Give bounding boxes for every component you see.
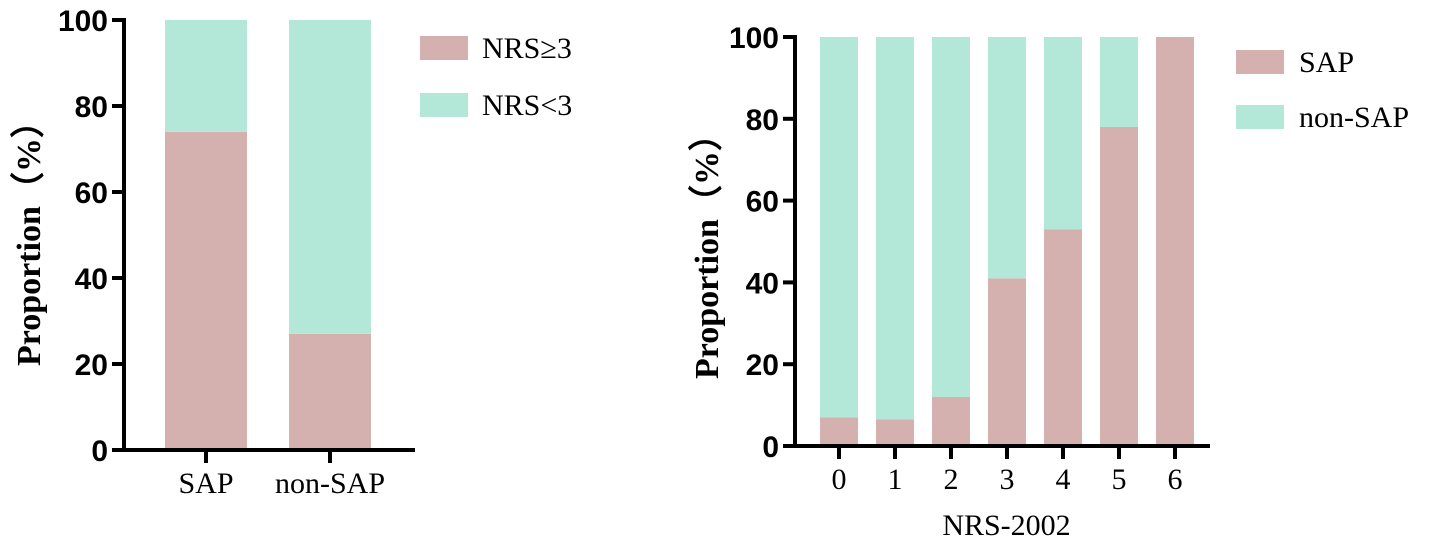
legend-label-left-0: NRS≥3 (482, 32, 572, 65)
x-axis-title-right: NRS-2002 (942, 509, 1070, 542)
bar-right-5-bottom (1100, 126, 1138, 446)
y-tick-label-right-20: 20 (746, 349, 779, 382)
bar-right-4-top (1044, 37, 1082, 230)
bar-right-2-bottom (932, 396, 970, 446)
bar-left-SAP-bottom (165, 131, 247, 451)
y-tick-label-left-100: 100 (58, 5, 108, 38)
bar-right-1-bottom (876, 419, 914, 446)
y-tick-label-right-60: 60 (746, 186, 779, 219)
legend-label-left-1: NRS<3 (482, 89, 572, 122)
x-tick-label-left-non-SAP: non-SAP (275, 467, 385, 500)
y-tick-label-left-40: 40 (75, 263, 108, 296)
y-tick-label-right-80: 80 (746, 104, 779, 137)
legend-label-right-1: non-SAP (1299, 101, 1409, 134)
legend-label-right-0: SAP (1299, 46, 1354, 79)
y-tick-label-left-20: 20 (75, 349, 108, 382)
legend-swatch-left-1 (420, 93, 468, 117)
y-tick-label-right-40: 40 (746, 267, 779, 300)
y-tick-label-left-60: 60 (75, 177, 108, 210)
bar-right-3-top (988, 37, 1026, 279)
legend-swatch-right-0 (1236, 50, 1284, 74)
legend-swatch-right-1 (1236, 105, 1284, 129)
x-tick-label-right-6: 6 (1168, 463, 1183, 496)
y-axis-title-left: Proportion（%） (9, 104, 48, 366)
x-tick-label-right-5: 5 (1112, 463, 1127, 496)
bar-right-3-bottom (988, 278, 1026, 446)
x-tick-label-left-SAP: SAP (178, 467, 233, 500)
y-tick-label-right-0: 0 (762, 431, 779, 464)
bar-right-2-top (932, 37, 970, 397)
bar-left-non-SAP-top (289, 20, 371, 334)
y-tick-label-left-0: 0 (91, 435, 108, 468)
x-tick-label-right-3: 3 (1000, 463, 1015, 496)
x-tick-label-right-0: 0 (832, 463, 847, 496)
x-tick-label-right-2: 2 (944, 463, 959, 496)
x-tick-label-right-1: 1 (888, 463, 903, 496)
bar-left-SAP-top (165, 20, 247, 132)
bar-right-0-bottom (820, 417, 858, 446)
bar-right-1-top (876, 37, 914, 420)
bar-right-4-bottom (1044, 229, 1082, 446)
bar-right-5-top (1100, 37, 1138, 127)
y-tick-label-left-80: 80 (75, 91, 108, 124)
bar-right-6-bottom (1156, 37, 1194, 446)
y-axis-title-right: Proportion（%） (687, 117, 726, 379)
y-tick-label-right-100: 100 (729, 22, 779, 55)
x-tick-label-right-4: 4 (1056, 463, 1071, 496)
bar-left-non-SAP-bottom (289, 333, 371, 450)
legend-swatch-left-0 (420, 36, 468, 60)
bar-right-0-top (820, 37, 858, 418)
